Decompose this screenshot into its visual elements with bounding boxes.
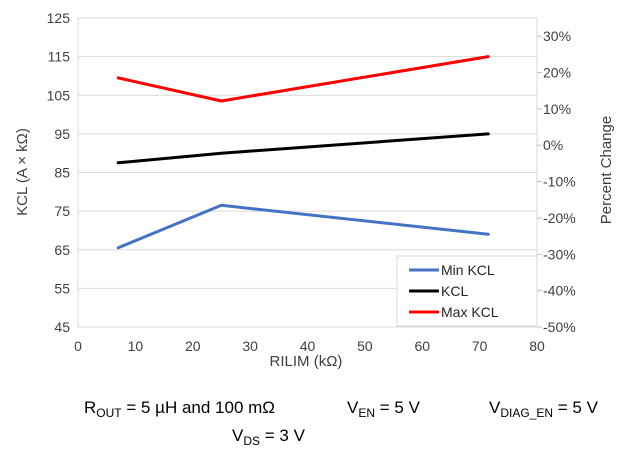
caption-rout-suffix: = 5 µH and 100 mΩ	[121, 398, 276, 417]
y2-tick-label: 20%	[543, 65, 571, 81]
y-tick-label: 105	[47, 87, 71, 103]
kcl-chart: 0 10 20 30 40 50 60 70 80 455565758595105115125 …	[14, 10, 615, 370]
y-tick-label: 125	[47, 10, 71, 26]
y2-tick-label: -10%	[543, 174, 576, 190]
y-tick-label: 65	[54, 242, 70, 258]
x-tick-label: 50	[357, 338, 373, 354]
series-lines	[116, 55, 490, 250]
test-conditions-caption: ROUT = 5 µH and 100 mΩ VEN = 5 V VDIAG_E…	[0, 372, 633, 454]
y2-axis-title: Percent Change	[598, 116, 615, 224]
x-tick-label: 70	[472, 338, 488, 354]
y2-tick-labels: -50% -40% -30% -20% -10% 0% 10% 20% 30%	[537, 28, 576, 335]
x-tick-label: 40	[300, 338, 316, 354]
y-tick-label: 45	[54, 319, 70, 335]
x-tick-label: 30	[242, 338, 258, 354]
x-tick-label: 0	[74, 338, 82, 354]
x-tick-label: 20	[185, 338, 201, 354]
caption-vds-sub: DS	[243, 434, 261, 448]
caption-vdiag: VDIAG_EN = 5 V	[489, 398, 598, 420]
caption-ven-prefix: V	[347, 398, 359, 417]
y2-tick-label: -50%	[543, 319, 576, 335]
caption-ven: VEN = 5 V	[347, 398, 420, 420]
legend: Min KCL KCL Max KCL	[396, 255, 538, 327]
y-tick-label: 115	[48, 49, 71, 65]
y-tick-label: 95	[54, 126, 70, 142]
x-axis-title: RILIM (kΩ)	[270, 353, 343, 370]
x-tick-label: 10	[128, 338, 144, 354]
caption-vdiag-suffix: = 5 V	[553, 398, 598, 417]
caption-vds-suffix: = 3 V	[260, 426, 305, 445]
y2-tick-label: -40%	[543, 283, 576, 299]
series-line-max-kcl	[116, 55, 490, 103]
caption-rout-sub: OUT	[96, 406, 122, 420]
caption-rout-prefix: R	[84, 398, 97, 417]
series-line-kcl	[116, 132, 490, 165]
y-axis-title: KCL (A × kΩ)	[14, 128, 31, 216]
y2-tick-label: 10%	[543, 101, 571, 117]
y2-tick-label: -20%	[543, 210, 576, 226]
x-tick-label: 80	[529, 338, 545, 354]
y-tick-label: 55	[54, 280, 70, 296]
gridlines	[77, 17, 538, 328]
legend-label: Min KCL	[441, 262, 495, 278]
caption-vds: VDS = 3 V	[232, 426, 305, 448]
y2-tick-label: 30%	[543, 28, 571, 44]
caption-rout: ROUT = 5 µH and 100 mΩ	[84, 398, 275, 420]
caption-ven-sub: EN	[358, 406, 376, 420]
y2-tick-label: 0%	[543, 137, 563, 153]
caption-vds-prefix: V	[232, 426, 244, 445]
caption-vdiag-prefix: V	[489, 398, 501, 417]
y2-tick-label: -30%	[543, 246, 576, 262]
legend-label: KCL	[441, 283, 468, 299]
legend-label: Max KCL	[441, 304, 499, 320]
y-tick-labels: 45 55 65 75 85 95 105 115 125	[47, 10, 71, 335]
x-tick-labels: 0 10 20 30 40 50 60 70 80	[74, 338, 545, 354]
y-tick-label: 75	[54, 203, 70, 219]
caption-ven-suffix: = 5 V	[375, 398, 420, 417]
y-tick-label: 85	[54, 165, 70, 181]
x-tick-label: 60	[414, 338, 430, 354]
caption-vdiag-sub: DIAG_EN	[500, 406, 554, 420]
series-line-min-kcl	[116, 203, 490, 250]
